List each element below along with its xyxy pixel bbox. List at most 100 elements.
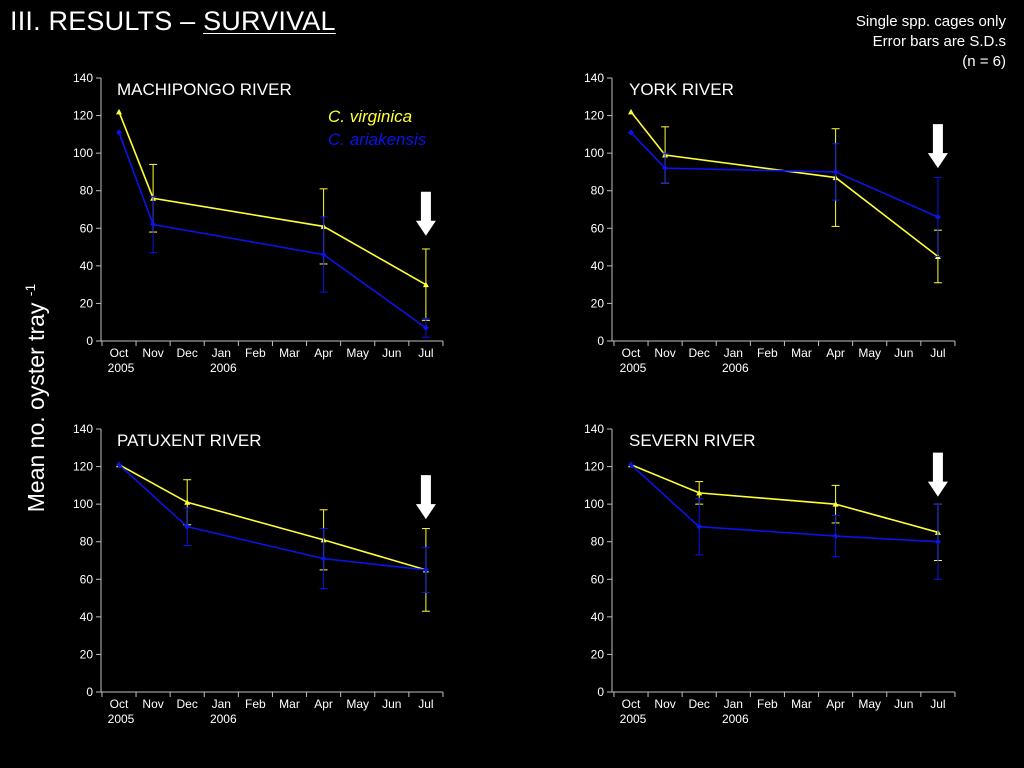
data-point (422, 281, 429, 288)
note-line: (n = 6) (962, 53, 1006, 70)
down-arrow-icon (927, 452, 948, 497)
series-line (630, 111, 939, 258)
y-tick-label: 0 (86, 685, 93, 699)
series-ariakensis (628, 461, 942, 580)
y-tick-label: 40 (80, 259, 94, 273)
y-tick-label: 140 (73, 71, 93, 85)
x-tick-label: Nov (142, 346, 163, 360)
x-tick-label: Jul (930, 697, 945, 711)
slide-title-accent: SURVIVAL (203, 6, 336, 36)
legend-virginica: C. virginica (328, 107, 412, 126)
data-point (934, 214, 941, 221)
data-point (422, 324, 429, 331)
y-tick-label: 20 (591, 296, 605, 310)
y-tick-label: 60 (591, 572, 605, 586)
y-tick-label: 100 (584, 497, 604, 511)
y-tick-label: 120 (584, 109, 604, 123)
series-line (118, 463, 427, 571)
data-point (184, 523, 191, 530)
chart-panel: 0 20 40 60 80 100 120 140 Oct Nov Dec Jan Feb Mar Apr M… (584, 422, 956, 726)
data-point (628, 461, 634, 468)
x-tick-label: May (858, 346, 881, 360)
y-tick-label: 0 (86, 334, 93, 348)
y-tick-label: 120 (73, 109, 93, 123)
series-virginica (116, 461, 430, 612)
x-year-label: 2006 (210, 361, 237, 375)
data-point (116, 108, 122, 115)
x-tick-label: Apr (314, 346, 333, 360)
data-point (320, 555, 327, 562)
panel-title: PATUXENT RIVER (117, 431, 262, 450)
down-arrow-icon (415, 475, 436, 520)
y-tick-label: 100 (73, 146, 93, 160)
x-tick-label: Jun (894, 697, 913, 711)
data-point (116, 461, 122, 468)
x-tick-label: Apr (826, 346, 845, 360)
x-tick-label: Nov (654, 697, 675, 711)
y-tick-label: 100 (584, 146, 604, 160)
series-line (118, 111, 427, 286)
chart-panel: 0 20 40 60 80 100 120 140 Oct Nov Dec Jan Feb Mar Apr M… (73, 422, 444, 726)
y-tick-label: 120 (73, 460, 93, 474)
y-tick-label: 80 (591, 535, 605, 549)
x-tick-label: Dec (689, 697, 710, 711)
x-tick-label: Oct (110, 697, 129, 711)
chart-panel: 0 20 40 60 80 100 120 140 Oct Nov Dec Jan Feb Mar Apr M… (584, 71, 956, 375)
slide-title-prefix: III. RESULTS – (10, 6, 204, 36)
x-tick-label: Jan (212, 697, 231, 711)
x-tick-label: Feb (245, 346, 266, 360)
down-arrow-icon (415, 191, 436, 236)
x-tick-label: Dec (177, 697, 198, 711)
y-tick-label: 20 (80, 647, 94, 661)
x-tick-label: Jun (382, 697, 401, 711)
data-point (832, 533, 839, 540)
series-ariakensis (116, 461, 430, 593)
x-tick-label: Dec (689, 346, 710, 360)
slide-title: III. RESULTS – SURVIVAL (10, 6, 336, 37)
panel-title: MACHIPONGO RIVER (117, 80, 292, 99)
y-tick-label: 0 (597, 685, 604, 699)
x-tick-label: Mar (791, 346, 812, 360)
panel-title: SEVERN RIVER (629, 431, 756, 450)
panel-title: YORK RIVER (629, 80, 734, 99)
y-tick-label: 140 (584, 71, 604, 85)
data-point (696, 523, 703, 530)
data-point (934, 538, 941, 545)
chart-panel: 0 20 40 60 80 100 120 140 Oct Nov Dec Jan Feb Mar Apr M… (73, 71, 444, 375)
data-point (116, 129, 122, 136)
y-tick-label: 20 (80, 296, 94, 310)
series-ariakensis (628, 129, 942, 257)
series-line (630, 464, 938, 543)
series-ariakensis (116, 129, 430, 338)
series-line (118, 464, 426, 571)
x-tick-label: Jul (418, 697, 433, 711)
y-tick-label: 60 (80, 221, 94, 235)
x-tick-label: Jul (930, 346, 945, 360)
note-line: Single spp. cages only (855, 13, 1006, 30)
x-tick-label: Feb (245, 697, 266, 711)
x-year-label: 2005 (108, 361, 135, 375)
x-tick-label: Nov (654, 346, 675, 360)
y-tick-label: 40 (80, 610, 94, 624)
series-virginica (628, 461, 942, 561)
x-tick-label: Mar (279, 697, 300, 711)
x-tick-label: Jun (894, 346, 913, 360)
data-point (184, 499, 191, 505)
x-year-label: 2005 (108, 712, 135, 726)
y-tick-label: 140 (584, 422, 604, 436)
x-tick-label: Mar (791, 697, 812, 711)
x-tick-label: Oct (110, 346, 129, 360)
data-point (628, 108, 634, 115)
data-point (320, 251, 327, 258)
x-tick-label: Jan (724, 346, 743, 360)
y-tick-label: 80 (80, 184, 94, 198)
x-tick-label: Feb (757, 346, 778, 360)
x-year-label: 2005 (620, 712, 647, 726)
series-line (630, 463, 939, 534)
x-tick-label: Oct (622, 346, 641, 360)
x-tick-label: Apr (314, 697, 333, 711)
data-point (696, 489, 703, 496)
series-line (118, 132, 427, 329)
down-arrow-icon (927, 124, 948, 169)
